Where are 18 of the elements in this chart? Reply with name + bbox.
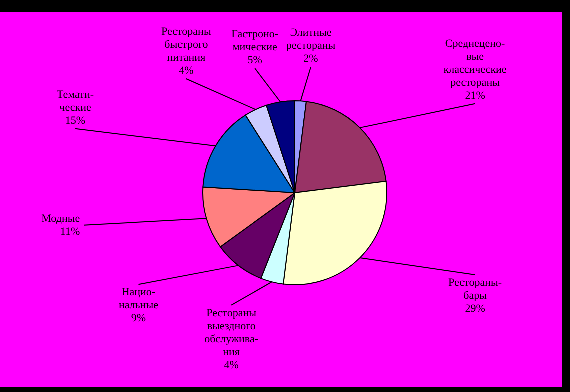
data-label: 4% <box>179 64 194 77</box>
data-label: 21% <box>465 89 486 102</box>
data-label: 2% <box>304 52 318 65</box>
slice-label: Элитные рестораны <box>286 26 336 52</box>
data-label: 5% <box>248 54 262 66</box>
slice-label: Гастроно- мические <box>232 28 279 54</box>
data-label: 15% <box>65 114 86 126</box>
data-label: 11% <box>60 225 80 238</box>
data-label: 4% <box>224 358 239 371</box>
slice-label: Рестораны выездного обслужива- ния <box>204 306 259 358</box>
slice-label: Рестораны- бары <box>448 276 502 302</box>
slice-label: Среднецено- вые классические рестораны <box>444 37 507 88</box>
slice-label: Нацио- нальные <box>118 286 159 312</box>
slice-label: Темати- ческие <box>56 88 94 114</box>
data-label: 9% <box>131 312 146 324</box>
slice-label: Модные <box>42 212 80 224</box>
data-label: 29% <box>465 302 486 315</box>
slice-label: Рестораны быстрого питания <box>162 26 212 64</box>
